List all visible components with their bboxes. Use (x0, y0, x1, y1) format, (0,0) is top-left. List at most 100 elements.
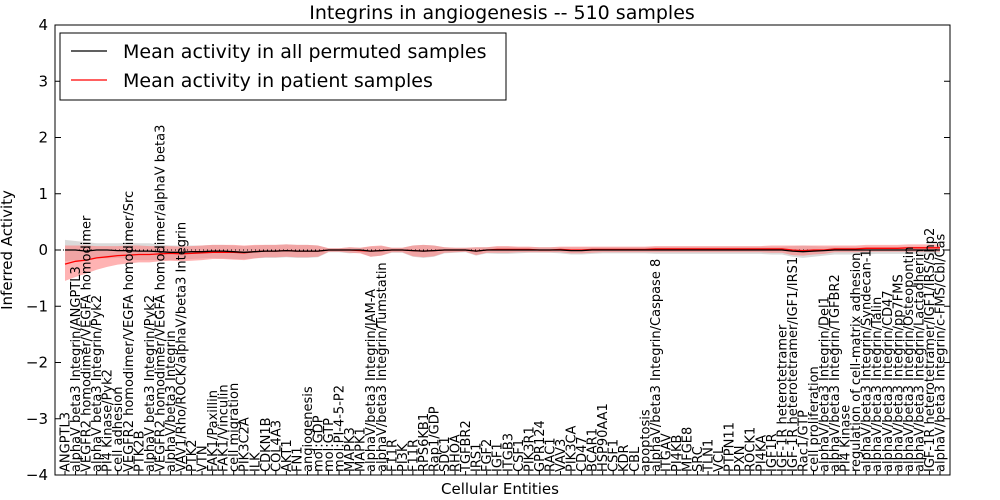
ytick-label: −4 (26, 466, 48, 484)
xtick-label: CSF1 (512, 439, 527, 472)
xtick-label: alphaV/beta3 Integrin/JAM-A (364, 289, 379, 472)
xtick-label: MAPK1 (354, 427, 369, 472)
xtick-label: FN1 (290, 447, 305, 472)
xtick-label: mol:GTP (322, 418, 337, 472)
legend: Mean activity in all permuted samples Me… (59, 32, 507, 101)
xtick-label: HSP90AA1 (596, 403, 611, 472)
line-permuted (65, 249, 940, 253)
ytick-label: 4 (38, 16, 48, 34)
x-axis-label: Cellular Entities (441, 480, 559, 498)
xtick-label: PIK3R1 (522, 426, 537, 472)
xtick-label: alphaV/beta3 Integrin/Lactadherin (912, 249, 927, 472)
xtick-label: VEGFR2 homodimer/VEGFA homodimer (80, 215, 95, 472)
xtick-label: alphaV/beta3 Integrin/pp7FMS (891, 274, 906, 472)
xtick-label: cell adhesion (111, 386, 126, 472)
ytick-label: 2 (38, 129, 48, 147)
legend-label-patient: Mean activity in patient samples (123, 70, 433, 92)
xtick-label: alphaV/beta3 Integrin/CD47 (881, 290, 896, 472)
xtick-label: PIK3C2A (238, 417, 253, 472)
xtick-label: regulation of cell-matrix adhesion (849, 253, 864, 472)
xtick-label: alphaV/beta3 Integrin/c-FMS/Cbl/Cas (934, 233, 949, 472)
xtick-label: VEGFR2 homodimer/VEGFA homodimer/Src (122, 191, 137, 472)
chart-title: Integrins in angiogenesis -- 510 samples (309, 2, 695, 24)
xtick-label: cell migration (227, 383, 242, 472)
xtick-label: alphaV/beta3 Integrin (164, 330, 179, 472)
y-axis-label: Inferred Activity (0, 190, 16, 310)
xtick-label: CDKN1B (259, 417, 274, 472)
xtick-label: MAPK3 (343, 427, 358, 472)
xtick-label: VAV3 (554, 439, 569, 472)
xtick-label: PI4 Kinase (839, 405, 854, 472)
xtick-label: RPS6KB1 (417, 413, 432, 472)
ytick-label: 1 (38, 185, 48, 203)
xtick-label: TLN1 (702, 439, 717, 473)
legend-box (59, 32, 507, 101)
xtick-label: IRS1 (470, 443, 485, 472)
xtick-label: TGFBR2 (459, 420, 474, 473)
ytick-label: −2 (26, 354, 48, 372)
xtick-label: IGF1 (491, 442, 506, 472)
xtick-label: alphaV/beta3 Integrin/Caspase 8 (649, 259, 664, 472)
xtick-label: PXN (733, 446, 748, 472)
ytick-label: −1 (26, 297, 48, 315)
xtick-label: apoptosis (638, 409, 653, 472)
xtick-label: IGF-1R heterotetramer/IGF1/IRS1 (786, 257, 801, 472)
xtick-label: GPR124 (533, 420, 548, 472)
xtick-label: FGF2 (480, 439, 495, 472)
xtick-label: alphaV/beta3 Integrin/Talin (870, 297, 885, 472)
confidence-bands (65, 239, 940, 281)
xtick-label: Rac1/GTP (797, 410, 812, 472)
xtick-label: RAC1 (543, 437, 558, 472)
xtick-label: alphaV/beta3 Integrin/Osteopontin (902, 247, 917, 472)
xtick-label: mol:GDP (312, 415, 327, 472)
xtick-label: alphaV beta3 Integrin/ANGPTL3 (69, 266, 84, 472)
xtick-label: PTK2B (132, 431, 147, 473)
xtick-label: PI4KB (670, 435, 685, 472)
xtick-label: ROCK1 (744, 427, 759, 472)
xtick-label: KDR (617, 444, 632, 472)
ytick-label: −3 (26, 410, 48, 428)
xtick-label: alphaV/beta3 Integrin/Del1 (818, 296, 833, 472)
xtick-label: ILK (248, 452, 263, 472)
xtick-label: BCAR1 (586, 428, 601, 472)
xtick-label: PTPN11 (723, 422, 738, 472)
band-patient (65, 244, 940, 281)
xtick-label: FAK1/Paxillin (206, 390, 221, 472)
xtick-label: MFGE8 (681, 427, 696, 472)
xtick-label: PI3K (396, 443, 411, 472)
xtick-label: mol:PI-4-5-P2 (333, 385, 348, 472)
xtick-label: FAK1/Vinculin (217, 384, 232, 472)
series-lines (64, 247, 940, 265)
xtick-label: PI4KA (754, 435, 769, 472)
xtick-label: F11R (385, 439, 400, 472)
xtick-label: VTN (196, 445, 211, 472)
xtick-label: alphaV beta3 Integrin/Pyk2 (90, 295, 105, 472)
xtick-label: Rap1/GDP (428, 406, 443, 472)
xtick-label: IGF1R (765, 433, 780, 472)
xtick-label: PIK3CA (565, 425, 580, 472)
ytick-label: 3 (38, 72, 48, 90)
xtick-label: RHOA (449, 434, 464, 472)
xtick-label: alphaV/beta3 Integrin/Syndecan-1 (860, 249, 875, 472)
xtick-label: alphaV/beta3 Integrin/TGFBR2 (828, 274, 843, 472)
xtick-label: ANGPTL3 (59, 412, 74, 472)
xtick-label: ITGB3 (501, 433, 516, 472)
xtick-label: cell proliferation (807, 366, 822, 472)
xtick-label: SRC (691, 446, 706, 472)
xtick-label: PTK2 (185, 439, 200, 472)
xtick-label: CD47 (575, 436, 590, 472)
xtick-label: CBL (628, 446, 643, 472)
xtick-label: VCL (712, 446, 727, 472)
xtick-label: VAV1/Rho/ROCK/alphaV/beta3 Integrin (175, 222, 190, 472)
xtick-label: COL4A3 (269, 420, 284, 472)
legend-label-permuted: Mean activity in all permuted samples (123, 41, 486, 63)
xtick-label: ITGAV (659, 433, 674, 472)
xtick-label: AKT1 (280, 439, 295, 472)
xtick-label: alphaV/beta3 Integrin/Tumstatin (375, 262, 390, 472)
ytick-label: 0 (38, 241, 48, 259)
xtick-label: CSF1 (607, 439, 622, 472)
xtick-label: VEGFR2 homodimer/VEGFA homodimer/alphaV … (153, 125, 168, 472)
xtick-label: PI4 Kinase/Pyk2 (101, 369, 116, 472)
